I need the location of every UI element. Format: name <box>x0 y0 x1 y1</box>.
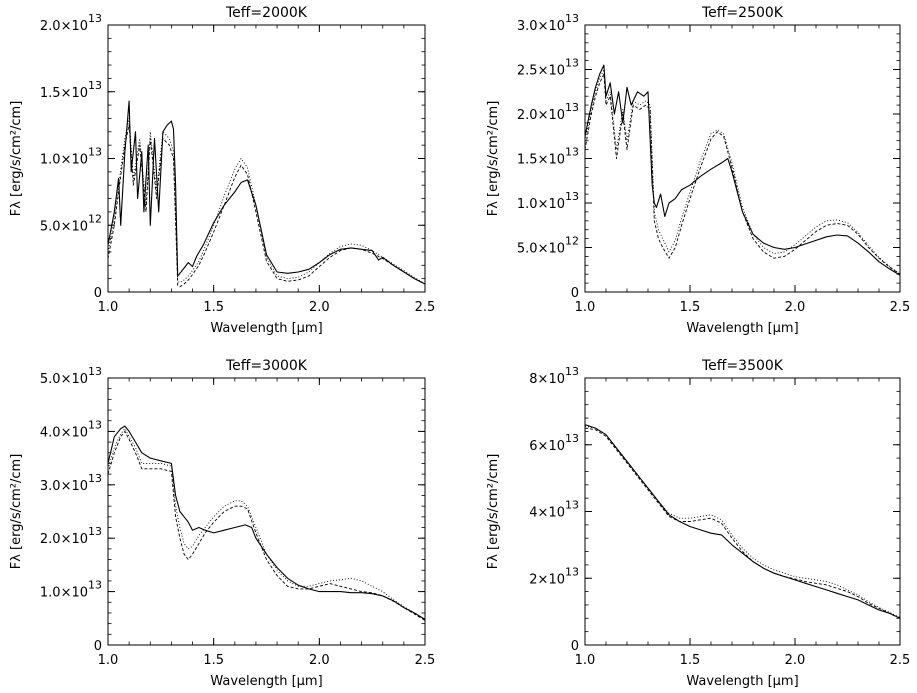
series-line-dotted <box>585 69 900 275</box>
x-tick-label: 2.0 <box>785 300 806 315</box>
x-tick-label: 2.5 <box>415 300 436 315</box>
y-tick-label: 2.0×1013 <box>40 525 102 547</box>
y-tick-label: 3.0×1013 <box>40 472 102 494</box>
series-line-solid <box>585 64 900 276</box>
series-line-dotted <box>108 428 425 620</box>
chart-title: Teff=2000K <box>225 5 308 21</box>
y-tick-label: 1.0×1013 <box>40 146 102 168</box>
y-tick-label: 8×1013 <box>529 365 579 387</box>
x-tick-label: 2.5 <box>890 300 911 315</box>
y-tick-label: 2.5×1013 <box>517 57 579 79</box>
x-axis-label: Wavelength [μm] <box>210 321 322 336</box>
y-axis-label: Fλ [erg/s/cm²/cm] <box>9 101 24 217</box>
chart-title: Teff=2500K <box>701 5 784 21</box>
x-tick-label: 2.0 <box>785 653 806 668</box>
x-tick-label: 1.0 <box>98 300 119 315</box>
x-tick-label: 1.5 <box>680 653 701 668</box>
x-axis-label: Wavelength [μm] <box>210 674 322 689</box>
chart-panel: Teff=2000K 1.0 1.5 2.0 2.5 0 5.0×1012 1.0×1013 1… <box>9 5 435 336</box>
y-tick-label: 1.5×1013 <box>40 79 102 101</box>
y-tick-label: 4.0×1013 <box>40 418 102 440</box>
x-tick-label: 1.5 <box>203 653 224 668</box>
y-tick-label: 0 <box>571 286 579 301</box>
y-tick-label: 6×1013 <box>529 432 579 454</box>
chart-title: Teff=3000K <box>225 358 308 374</box>
series-line-dotted <box>108 117 425 285</box>
y-tick-label: 0 <box>94 639 102 654</box>
x-tick-label: 1.0 <box>98 653 119 668</box>
y-tick-label: 5.0×1012 <box>40 212 102 234</box>
x-tick-label: 2.0 <box>309 300 330 315</box>
y-tick-label: 2.0×1013 <box>517 101 579 123</box>
y-tick-label: 2×1013 <box>529 565 579 587</box>
y-tick-label: 4×1013 <box>529 499 579 521</box>
series-line-dotted <box>585 425 900 619</box>
y-tick-label: 0 <box>571 639 579 654</box>
plot-frame <box>107 377 426 646</box>
y-tick-label: 0 <box>94 286 102 301</box>
y-axis-label: Fλ [erg/s/cm²/cm] <box>9 454 24 570</box>
series-line-solid <box>108 425 425 620</box>
x-axis-label: Wavelength [μm] <box>686 674 798 689</box>
y-tick-label: 1.0×1013 <box>517 190 579 212</box>
x-tick-label: 1.5 <box>203 300 224 315</box>
y-tick-label: 2.0×1013 <box>40 12 102 34</box>
x-tick-label: 2.5 <box>890 653 911 668</box>
y-axis-label: Fλ [erg/s/cm²/cm] <box>486 101 501 217</box>
series-line-dashed <box>108 430 425 621</box>
chart-title: Teff=3500K <box>701 358 784 374</box>
chart-panel: Teff=2500K 1.0 1.5 2.0 2.5 0 5.0×1012 1.0×1013 1… <box>486 5 910 336</box>
x-tick-label: 2.0 <box>309 653 330 668</box>
series-line-dashed <box>585 427 900 619</box>
series-line-solid <box>585 424 900 619</box>
series-line-dashed <box>108 124 425 288</box>
plot-frame <box>584 24 901 293</box>
plot-frame <box>584 377 901 646</box>
y-tick-label: 1.5×1013 <box>517 146 579 168</box>
x-tick-label: 2.5 <box>415 653 436 668</box>
y-axis-label: Fλ [erg/s/cm²/cm] <box>486 454 501 570</box>
x-axis-label: Wavelength [μm] <box>686 321 798 336</box>
x-tick-label: 1.5 <box>680 300 701 315</box>
x-tick-label: 1.0 <box>575 300 596 315</box>
y-tick-label: 1.0×1013 <box>40 579 102 601</box>
chart-panel: Teff=3500K 1.0 1.5 2.0 2.5 0 2×1013 4×1013 6×101… <box>486 358 910 689</box>
y-tick-label: 3.0×1013 <box>517 12 579 34</box>
y-tick-label: 5.0×1012 <box>517 235 579 257</box>
y-tick-label: 5.0×1013 <box>40 365 102 387</box>
x-tick-label: 1.0 <box>575 653 596 668</box>
series-line-solid <box>108 100 425 285</box>
series-line-dashed <box>585 73 900 275</box>
chart-panel: Teff=3000K 1.0 1.5 2.0 2.5 0 1.0×1013 2.0×1013 3… <box>9 358 435 689</box>
